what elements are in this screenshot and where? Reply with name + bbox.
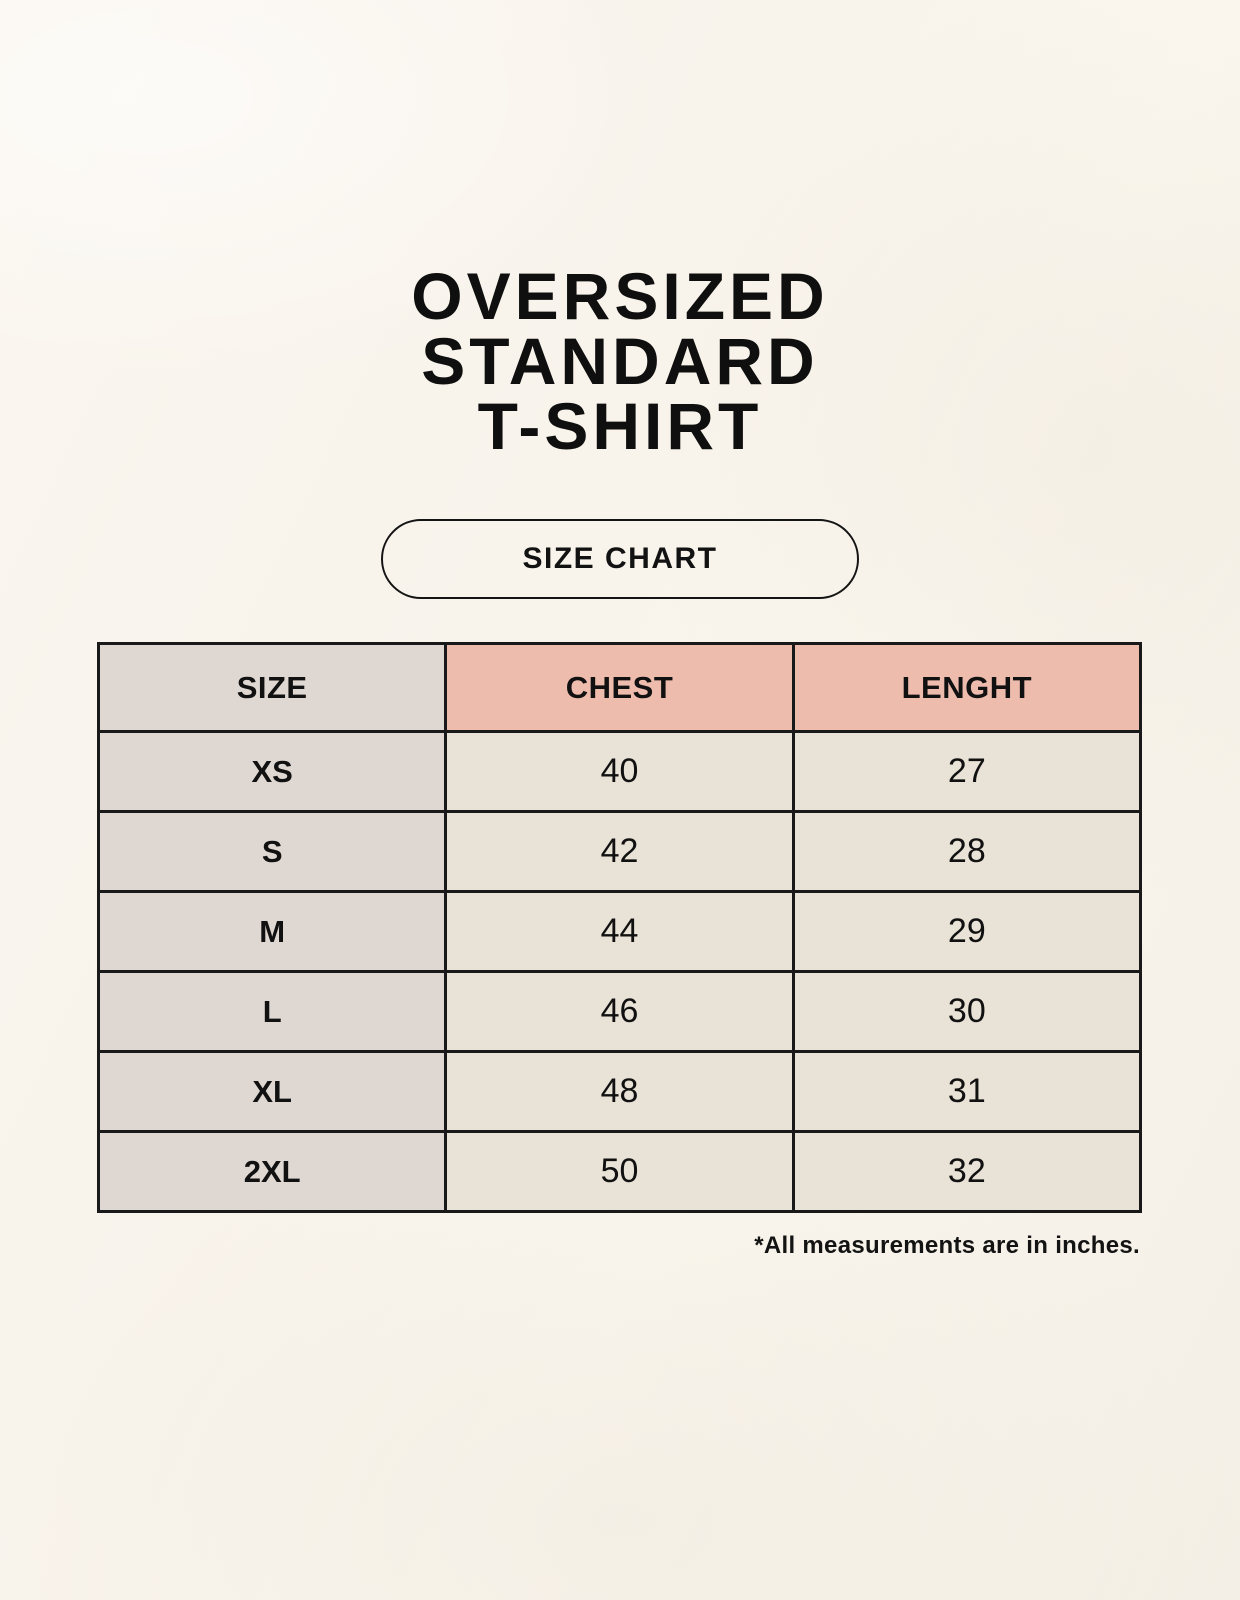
table-row: M 44 29 — [96, 890, 1143, 973]
table-row: 2XL 50 32 — [96, 1130, 1143, 1213]
chest-cell: 48 — [444, 1050, 795, 1133]
size-cell: XS — [96, 730, 448, 813]
size-cell: S — [96, 810, 448, 893]
table-row: S 42 28 — [96, 810, 1143, 893]
chest-cell: 40 — [444, 730, 795, 813]
size-table: SIZE CHEST LENGHT XS 40 27 S 42 28 M 44 … — [96, 642, 1143, 1213]
size-cell: XL — [96, 1050, 448, 1133]
column-header-size: SIZE — [96, 642, 448, 733]
length-cell: 32 — [791, 1130, 1143, 1213]
length-cell: 30 — [791, 970, 1143, 1053]
length-cell: 28 — [791, 810, 1143, 893]
table-header-row: SIZE CHEST LENGHT — [96, 642, 1143, 733]
page-title: OVERSIZED STANDARD T-SHIRT — [0, 259, 1240, 463]
size-cell: L — [96, 970, 448, 1053]
chest-cell: 50 — [444, 1130, 795, 1213]
length-cell: 27 — [791, 730, 1143, 813]
size-chart-button[interactable]: SIZE CHART — [381, 519, 859, 599]
size-chart-button-label: SIZE CHART — [522, 542, 718, 575]
measurements-footnote: *All measurements are in inches. — [754, 1232, 1140, 1259]
column-header-length: LENGHT — [791, 642, 1143, 733]
chest-cell: 44 — [444, 890, 795, 973]
title-line-3: T-SHIRT — [477, 389, 763, 463]
size-cell: 2XL — [96, 1130, 448, 1213]
chest-cell: 42 — [444, 810, 795, 893]
title-line-1: OVERSIZED — [411, 259, 829, 333]
length-cell: 31 — [791, 1050, 1143, 1133]
chest-cell: 46 — [444, 970, 795, 1053]
title-line-2: STANDARD — [421, 324, 819, 398]
column-header-chest: CHEST — [444, 642, 795, 733]
table-row: XS 40 27 — [96, 730, 1143, 813]
length-cell: 29 — [791, 890, 1143, 973]
size-cell: M — [96, 890, 448, 973]
table-row: L 46 30 — [96, 970, 1143, 1053]
table-row: XL 48 31 — [96, 1050, 1143, 1133]
